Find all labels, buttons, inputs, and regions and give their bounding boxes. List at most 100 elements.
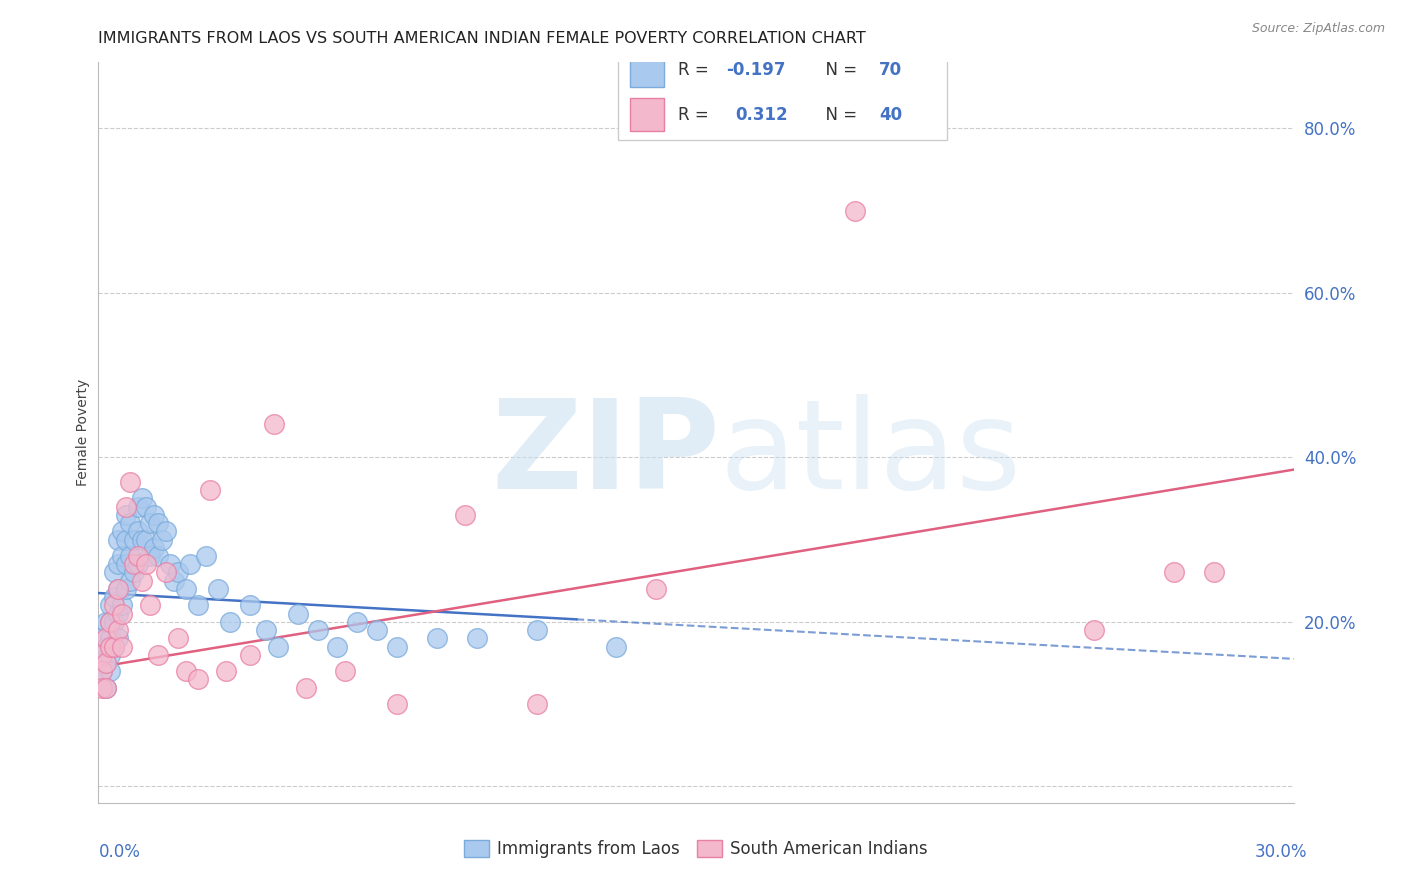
Text: Source: ZipAtlas.com: Source: ZipAtlas.com	[1251, 22, 1385, 36]
Point	[96, 681, 118, 695]
Point	[167, 632, 190, 646]
Point	[98, 632, 122, 646]
Point	[96, 640, 118, 654]
Point	[98, 615, 122, 629]
Point	[111, 524, 134, 539]
Point	[326, 640, 349, 654]
Point	[239, 599, 262, 613]
Point	[139, 599, 162, 613]
Point	[103, 599, 125, 613]
Point	[107, 558, 129, 572]
Point	[111, 640, 134, 654]
Point	[385, 697, 409, 711]
Point	[219, 615, 242, 629]
Point	[124, 558, 146, 572]
Point	[127, 558, 149, 572]
Point	[198, 483, 221, 498]
Point	[307, 623, 329, 637]
Point	[127, 524, 149, 539]
Bar	[630, 54, 664, 87]
Point	[143, 541, 166, 555]
Point	[135, 500, 157, 514]
Point	[135, 533, 157, 547]
Point	[124, 566, 146, 580]
Point	[159, 558, 181, 572]
Point	[115, 582, 138, 596]
Point	[127, 500, 149, 514]
Point	[195, 549, 218, 563]
Text: 30.0%: 30.0%	[1256, 843, 1308, 861]
Point	[103, 615, 125, 629]
Point	[91, 648, 114, 662]
Text: -0.197: -0.197	[725, 62, 786, 79]
Point	[127, 549, 149, 563]
Point	[107, 623, 129, 637]
Text: 40: 40	[879, 105, 901, 124]
Point	[103, 566, 125, 580]
Point	[91, 664, 114, 678]
Point	[263, 417, 285, 432]
Bar	[630, 98, 664, 131]
Point	[98, 599, 122, 613]
Point	[91, 632, 114, 646]
Point	[346, 615, 368, 629]
Point	[135, 558, 157, 572]
Text: atlas: atlas	[720, 394, 1022, 516]
Point	[163, 574, 186, 588]
Point	[179, 558, 201, 572]
Point	[207, 582, 229, 596]
Text: 0.0%: 0.0%	[98, 843, 141, 861]
Point	[120, 549, 142, 563]
Point	[155, 524, 177, 539]
Point	[124, 533, 146, 547]
Point	[454, 508, 477, 522]
Point	[120, 574, 142, 588]
Y-axis label: Female Poverty: Female Poverty	[76, 379, 90, 486]
Point	[139, 549, 162, 563]
Point	[107, 607, 129, 621]
Point	[111, 599, 134, 613]
Point	[174, 664, 197, 678]
Point	[96, 681, 118, 695]
Point	[103, 640, 125, 654]
Point	[187, 673, 209, 687]
Point	[107, 632, 129, 646]
Point	[254, 623, 277, 637]
Point	[526, 697, 548, 711]
Text: R =: R =	[678, 105, 720, 124]
Point	[155, 566, 177, 580]
Point	[98, 648, 122, 662]
Point	[426, 632, 449, 646]
Point	[98, 615, 122, 629]
Point	[91, 681, 114, 695]
Bar	[619, 59, 948, 140]
Point	[96, 632, 118, 646]
Text: N =: N =	[815, 105, 863, 124]
Point	[187, 599, 209, 613]
Point	[120, 516, 142, 530]
Text: R =: R =	[678, 62, 714, 79]
Point	[287, 607, 309, 621]
Text: 70: 70	[879, 62, 901, 79]
Point	[150, 533, 173, 547]
Point	[526, 623, 548, 637]
Point	[115, 533, 138, 547]
Point	[91, 664, 114, 678]
Text: IMMIGRANTS FROM LAOS VS SOUTH AMERICAN INDIAN FEMALE POVERTY CORRELATION CHART: IMMIGRANTS FROM LAOS VS SOUTH AMERICAN I…	[98, 31, 866, 46]
Point	[107, 582, 129, 596]
Point	[131, 491, 153, 506]
Point	[465, 632, 488, 646]
Point	[91, 648, 114, 662]
Point	[115, 508, 138, 522]
Point	[107, 533, 129, 547]
Point	[645, 582, 668, 596]
Point	[96, 656, 118, 670]
Point	[143, 508, 166, 522]
Point	[103, 590, 125, 604]
Point	[103, 640, 125, 654]
Point	[98, 664, 122, 678]
Point	[115, 500, 138, 514]
Point	[148, 516, 170, 530]
Point	[131, 533, 153, 547]
Text: 0.312: 0.312	[735, 105, 787, 124]
